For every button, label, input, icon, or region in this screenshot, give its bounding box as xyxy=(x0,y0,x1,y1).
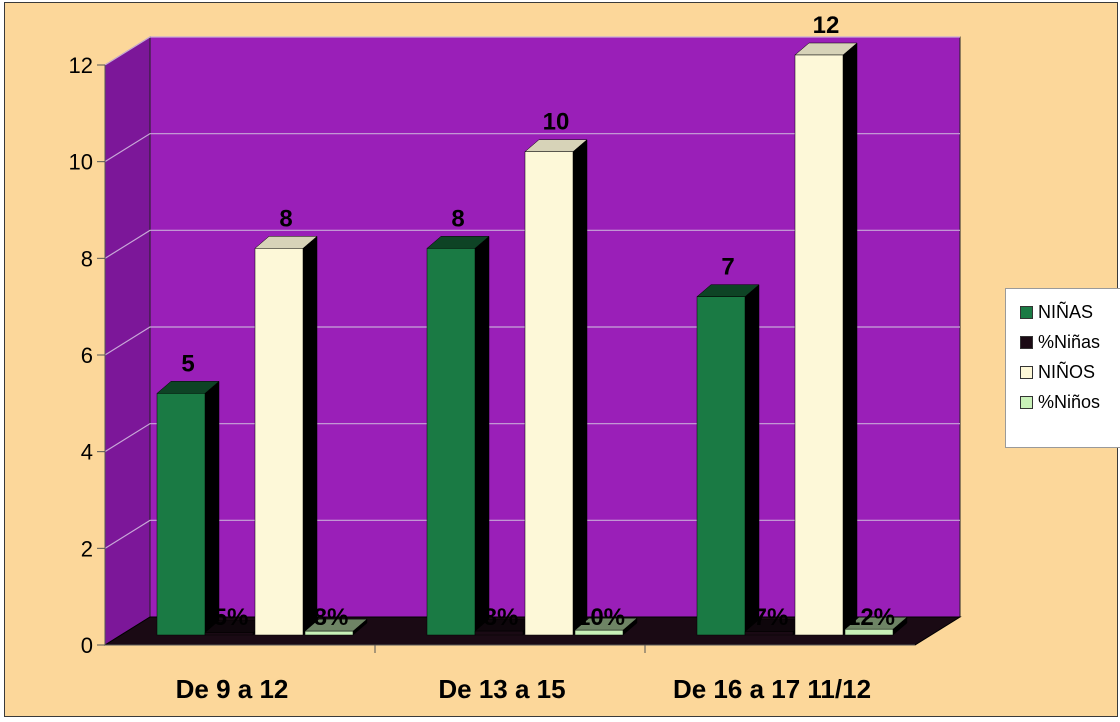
legend-swatch xyxy=(1020,335,1033,349)
gridline xyxy=(104,229,960,259)
bar-4 xyxy=(844,616,908,636)
category-label: De 16 a 17 11/12 xyxy=(673,674,871,704)
bar-front xyxy=(474,630,524,636)
data-label: 10% xyxy=(577,604,625,631)
bar-1 xyxy=(426,235,490,636)
bar-side xyxy=(572,139,588,636)
bar-3 xyxy=(794,42,858,636)
legend-label: NIÑAS xyxy=(1038,301,1094,322)
gridline xyxy=(104,133,960,163)
y-tick-label: 0 xyxy=(81,633,93,658)
y-tick-label: 12 xyxy=(69,53,93,78)
bar-front xyxy=(304,630,354,636)
data-label: 5 xyxy=(181,350,194,377)
bar-front xyxy=(524,151,574,636)
y-tick-label: 4 xyxy=(81,440,93,465)
data-label: 8% xyxy=(484,604,519,631)
gridline xyxy=(104,326,960,356)
bar-front xyxy=(696,296,746,636)
bar-front xyxy=(156,393,206,636)
y-tick-label: 6 xyxy=(81,343,93,368)
bar-4 xyxy=(574,617,638,636)
bar-side xyxy=(474,235,490,636)
y-tick-label: 2 xyxy=(81,536,93,561)
bar-front xyxy=(426,248,476,636)
gridline xyxy=(104,423,960,453)
data-label: 8 xyxy=(451,205,464,232)
bar-4 xyxy=(304,618,368,636)
legend: NIÑAS %Niñas NIÑOS %Niños xyxy=(1005,288,1120,448)
data-label: 7% xyxy=(754,604,789,631)
bar-1 xyxy=(696,284,760,636)
data-label: 8 xyxy=(279,205,292,232)
bar-side xyxy=(744,284,760,636)
bar-3 xyxy=(524,139,588,636)
bar-front xyxy=(744,631,794,636)
bar-front xyxy=(574,629,624,636)
category-label: De 9 a 12 xyxy=(176,674,289,704)
legend-label: NIÑOS xyxy=(1038,361,1096,382)
legend-item: %Niños xyxy=(1020,387,1120,417)
category-label: De 13 a 15 xyxy=(438,674,565,704)
gridline xyxy=(104,36,960,66)
bar-front xyxy=(204,632,254,636)
data-label: 10 xyxy=(543,109,570,136)
gridline xyxy=(104,519,960,549)
legend-item: NIÑOS xyxy=(1020,357,1120,387)
data-label: 12% xyxy=(847,604,895,631)
bar-3 xyxy=(254,235,318,636)
legend-item: %Niñas xyxy=(1020,327,1120,357)
bar-front xyxy=(254,248,304,636)
y-tick-label: 8 xyxy=(81,246,93,271)
data-label: 12 xyxy=(813,12,840,39)
y-tick-label: 10 xyxy=(69,150,93,175)
chart-frame: 0 2 4 6 8 10 12 De 9 a 12 5 5% 8 8% De 13 a 15 8 8% 10 1… xyxy=(4,2,1120,717)
bar-chart: 0 2 4 6 8 10 12 De 9 a 12 5 5% 8 8% De 13 a 15 8 8% 10 1… xyxy=(69,12,962,704)
bar-front xyxy=(794,54,844,636)
bar-1 xyxy=(156,380,220,636)
data-label: 8% xyxy=(314,604,349,631)
data-label: 5% xyxy=(214,604,249,631)
legend-item: NIÑAS xyxy=(1020,297,1120,327)
legend-label: %Niñas xyxy=(1038,331,1101,352)
bar-front xyxy=(844,628,894,636)
bar-side xyxy=(204,380,220,636)
legend-swatch xyxy=(1020,305,1033,319)
legend-swatch xyxy=(1020,365,1033,379)
legend-label: %Niños xyxy=(1038,391,1101,412)
bar-side xyxy=(302,235,318,636)
data-label: 7 xyxy=(721,254,734,281)
legend-swatch xyxy=(1020,395,1033,409)
bar-side xyxy=(842,42,858,636)
